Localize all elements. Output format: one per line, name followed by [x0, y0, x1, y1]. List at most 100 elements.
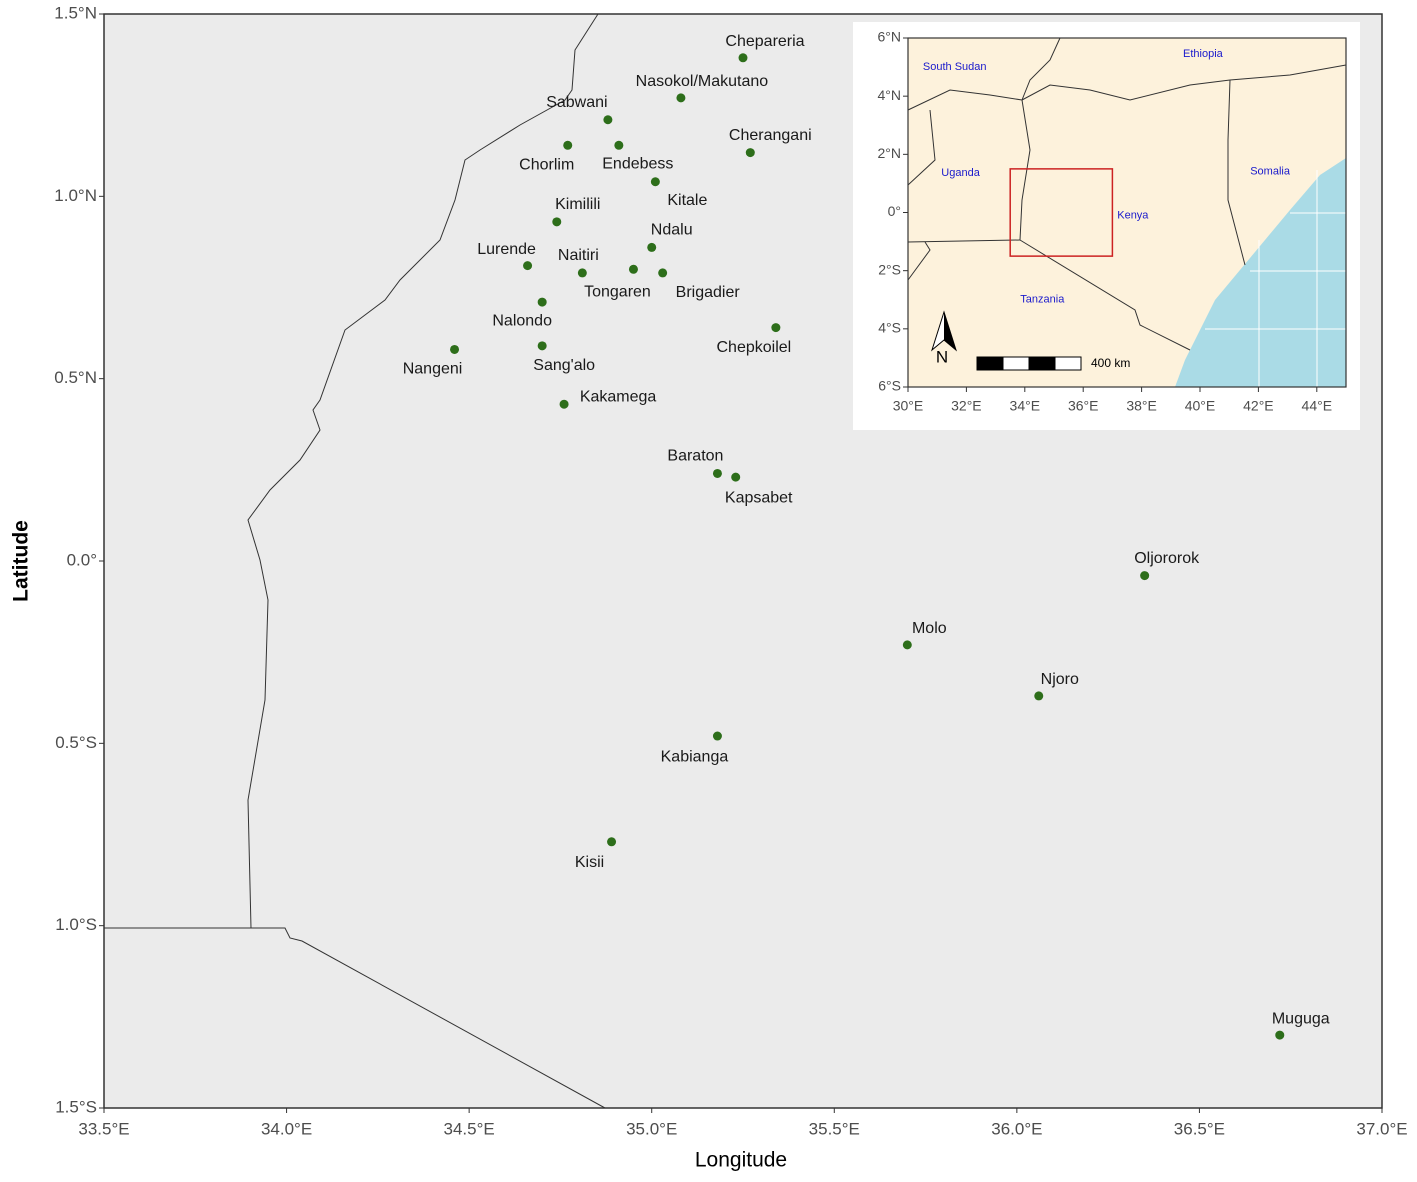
border [907, 239, 1021, 243]
station-label: Kimilili [555, 196, 600, 213]
y-tick-label: 6°N [878, 29, 902, 45]
x-tick-label: 36.5°E [1174, 1119, 1225, 1138]
y-tick-label: 0.5°S [55, 733, 97, 752]
x-tick-label: 30°E [893, 398, 924, 414]
station-label: Chorlim [519, 156, 574, 173]
station-point [628, 264, 638, 274]
station-point [771, 323, 781, 333]
station-point [563, 140, 573, 150]
y-tick-label: 1.0°S [55, 915, 97, 934]
north-arrow-half [944, 312, 956, 350]
station-label: Baraton [667, 448, 723, 465]
x-tick-label: 34.5°E [444, 1119, 495, 1138]
x-tick-label: 35.0°E [626, 1119, 677, 1138]
station-point [1140, 571, 1150, 581]
inset-layer: 30°E 32°E 34°E 36°E 38°E 40°E 42°E 44°E 6°S 4°S 2°… [878, 29, 1333, 414]
station-point [603, 115, 613, 125]
station-point [450, 344, 460, 354]
country-label: South Sudan [923, 61, 987, 73]
y-tick-label: 0° [888, 203, 901, 219]
border [907, 109, 936, 186]
station-point [738, 53, 748, 63]
country-label: Tanzania [1020, 294, 1065, 306]
y-tick-label: 2°S [878, 261, 901, 277]
border [1019, 99, 1031, 241]
x-tick-label: 35.5°E [809, 1119, 860, 1138]
station-label: Nasokol/Makutano [636, 73, 769, 90]
station-point [712, 731, 722, 741]
country-label: Somalia [1250, 166, 1291, 178]
x-tick-label: 33.5°E [78, 1119, 129, 1138]
station-label: Molo [912, 620, 947, 637]
station-label: Sang'alo [533, 357, 595, 374]
border [1229, 64, 1347, 81]
station-point [614, 140, 624, 150]
country-label: Uganda [941, 167, 980, 179]
station-label: Kisii [575, 854, 604, 871]
x-tick-label: 42°E [1243, 398, 1274, 414]
station-label: Tongaren [584, 283, 651, 300]
y-axis-title: Latitude [10, 520, 33, 602]
station-point [552, 217, 562, 227]
scale-label: 400 km [1091, 356, 1130, 370]
station-label: Lurende [477, 241, 536, 258]
x-tick-label: 32°E [951, 398, 982, 414]
station-label: Njoro [1041, 671, 1079, 688]
x-tick-label: 40°E [1185, 398, 1216, 414]
inset-borders [907, 37, 1347, 351]
station-point [537, 341, 547, 351]
y-tick-label: 6°S [878, 378, 901, 394]
country-label: Ethiopia [1183, 48, 1224, 60]
station-point [650, 177, 660, 187]
station-point [559, 399, 569, 409]
x-tick-label: 38°E [1126, 398, 1157, 414]
station-label: Cherangani [729, 127, 812, 144]
station-point [1034, 691, 1044, 701]
scale-seg [1002, 356, 1030, 371]
station-label: Chepareria [725, 33, 804, 50]
x-tick-label: 44°E [1302, 398, 1333, 414]
station-point [523, 261, 533, 271]
station-point [537, 297, 547, 307]
x-tick-label: 34°E [1010, 398, 1041, 414]
x-tick-label: 37.0°E [1356, 1119, 1407, 1138]
station-label: Kapsabet [725, 489, 793, 506]
border [1019, 239, 1191, 351]
station-label: Chepkoilel [717, 339, 792, 356]
station-point [745, 148, 755, 158]
x-tick-label: 34.0°E [261, 1119, 312, 1138]
x-tick-label: 36°E [1068, 398, 1099, 414]
border-uganda-kenya [247, 13, 599, 929]
inset-ocean-graticule [1205, 170, 1346, 387]
border [1227, 79, 1246, 266]
station-point [647, 242, 657, 252]
station-label: Brigadier [676, 284, 741, 301]
station-label: Muguga [1272, 1010, 1330, 1027]
y-tick-label: 1.0°N [54, 186, 97, 205]
y-tick-label: 2°N [878, 145, 902, 161]
station-label: Ndalu [651, 222, 693, 239]
y-tick-label: 0.5°N [54, 368, 97, 387]
station-label: Endebess [602, 155, 673, 172]
station-point [731, 472, 741, 482]
station-label: Sabwani [546, 94, 607, 111]
inset-ocean [1175, 158, 1346, 387]
y-tick-label: 4°N [878, 87, 902, 103]
station-label: Nalondo [492, 312, 552, 329]
border-tanzania-kenya [104, 927, 606, 1109]
station-point [1275, 1030, 1285, 1040]
station-point [902, 640, 912, 650]
station-label: Naitiri [558, 247, 599, 264]
station-label: Oljororok [1134, 550, 1200, 567]
station-label: Kakamega [580, 388, 657, 405]
y-tick-label: 0.0° [67, 550, 97, 569]
country-label: Kenya [1117, 209, 1149, 221]
y-tick-label: 1.5°S [55, 1097, 97, 1116]
station-point [658, 268, 668, 278]
scale-bar [976, 356, 1082, 371]
station-point [712, 468, 722, 478]
scale-seg [1054, 356, 1082, 371]
station-label: Kitale [667, 192, 707, 209]
station-label: Nangeni [403, 361, 463, 378]
